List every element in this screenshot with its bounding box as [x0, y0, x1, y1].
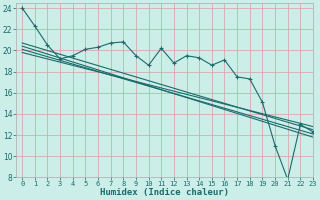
- X-axis label: Humidex (Indice chaleur): Humidex (Indice chaleur): [100, 188, 229, 197]
